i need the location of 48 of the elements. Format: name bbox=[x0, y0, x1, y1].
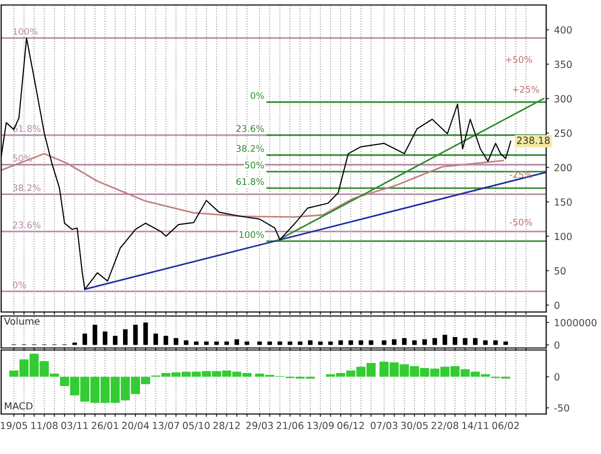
y-tick-label: 0 bbox=[554, 373, 560, 381]
y-tick-label: 200 bbox=[554, 164, 572, 172]
x-tick-label: 21/06 bbox=[276, 422, 304, 430]
annotation: -25% bbox=[510, 171, 532, 178]
series-label: 23.6% bbox=[236, 125, 264, 132]
y-tick-label: 150 bbox=[554, 198, 572, 206]
series-label: 0% bbox=[12, 281, 26, 288]
series-label: 0% bbox=[250, 92, 264, 99]
series-label: 100% bbox=[13, 28, 38, 35]
y-tick-label: 50 bbox=[554, 267, 566, 275]
annotation: -50% bbox=[510, 218, 532, 226]
x-tick-label: 11/08 bbox=[31, 422, 58, 430]
y-tick-label: 100 bbox=[554, 232, 572, 240]
data-label: 238.18 bbox=[517, 136, 550, 144]
y-tick-label: 300 bbox=[554, 95, 572, 102]
series-label: 50% bbox=[245, 162, 264, 168]
x-tick-label: 14/11 bbox=[462, 422, 488, 430]
x-tick-label: 05/10 bbox=[182, 422, 210, 430]
y-tick-label: 1000000 bbox=[554, 318, 596, 326]
series-label: 38.2% bbox=[236, 145, 264, 152]
text: MACD bbox=[4, 402, 32, 410]
x-tick-label: 07/03 bbox=[370, 422, 398, 430]
series-label: 100% bbox=[240, 231, 264, 238]
series-label: 38.2% bbox=[13, 184, 40, 192]
annotation: +50% bbox=[506, 56, 532, 63]
x-tick-label: 13/07 bbox=[152, 422, 180, 430]
x-tick-label: 20/04 bbox=[122, 422, 149, 430]
x-tick-label: 26/01 bbox=[92, 422, 118, 430]
series-label: 50% bbox=[13, 154, 32, 162]
x-tick-label: 19/05 bbox=[0, 422, 28, 430]
x-tick-label: 06/02 bbox=[492, 422, 519, 430]
x-tick-label: 22/08 bbox=[432, 422, 458, 430]
y-tick-label: -50 bbox=[554, 404, 570, 412]
annotation: +25% bbox=[512, 86, 540, 93]
y-tick-label: 0 bbox=[554, 302, 560, 309]
chart-title: Volume bbox=[4, 317, 40, 325]
y-tick-label: 0 bbox=[554, 341, 560, 349]
x-tick-label: 03/11 bbox=[61, 422, 88, 430]
y-tick-label: 250 bbox=[554, 130, 572, 137]
y-tick-label: 400 bbox=[554, 26, 572, 34]
y-tick-label: 350 bbox=[554, 60, 572, 68]
series-label: 23.6% bbox=[12, 221, 40, 228]
series-label: 61.8% bbox=[236, 178, 264, 185]
x-tick-label: 29/03 bbox=[246, 422, 273, 430]
x-tick-label: 06/12 bbox=[337, 422, 364, 430]
x-tick-label: 13/09 bbox=[307, 422, 334, 430]
x-tick-label: 28/12 bbox=[213, 422, 240, 430]
x-tick-label: 30/05 bbox=[401, 422, 428, 430]
